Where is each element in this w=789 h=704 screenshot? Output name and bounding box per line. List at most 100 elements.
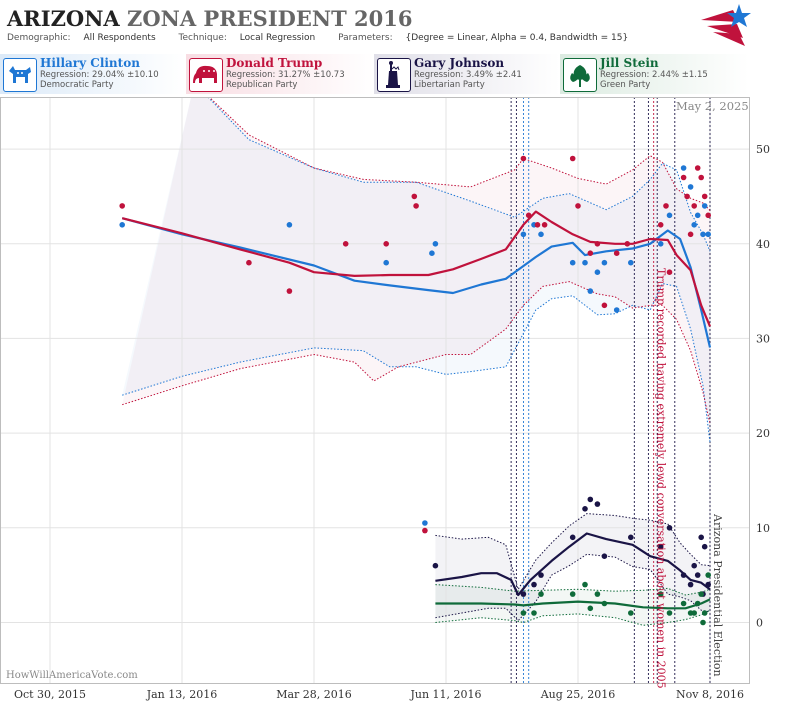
- poll-point: [601, 259, 608, 266]
- candidate-card-stein[interactable]: Jill Stein Regression: 2.44% ±1.15 Green…: [560, 54, 749, 94]
- candidate-party: Libertarian Party: [414, 80, 485, 90]
- x-tick-label: Jun 11, 2016: [409, 688, 481, 701]
- axes: 0 10 20 30 40 50 Oct 30, 2015 Jan 13, 2016 Mar 2…: [0, 97, 770, 701]
- y-tick-label: 10: [756, 522, 770, 535]
- liberty-icon: [377, 58, 411, 92]
- elephant-icon: [189, 58, 223, 92]
- poll-chart: 0 10 20 30 40 50 Oct 30, 2015 Jan 13, 2016 Mar 2…: [0, 97, 770, 701]
- poll-point: [624, 241, 631, 247]
- demographic-value: All Respondents: [83, 33, 156, 43]
- vertical-annotation: Trump recorded having extremely lewd con…: [655, 268, 668, 689]
- poll-point: [705, 212, 711, 219]
- plot-frame: [0, 97, 750, 684]
- poll-points: [119, 155, 711, 626]
- poll-point: [680, 174, 687, 181]
- donkey-icon: [3, 58, 37, 92]
- confidence-band: [122, 97, 710, 424]
- poll-point: [594, 591, 601, 597]
- poll-point: [432, 562, 439, 569]
- poll-point: [701, 193, 708, 200]
- poll-point: [628, 610, 634, 616]
- trend-line: [435, 532, 711, 597]
- band-bounds: [122, 97, 711, 626]
- poll-point: [701, 543, 708, 550]
- y-tick-label: 20: [756, 427, 770, 440]
- poll-point: [698, 591, 704, 597]
- vertical-annotation: Arizona Presidential Election: [711, 513, 724, 677]
- poll-point: [701, 203, 708, 209]
- poll-point: [691, 203, 697, 209]
- poll-point: [411, 193, 418, 200]
- poll-point: [680, 165, 687, 171]
- trend-lines: [121, 210, 712, 610]
- poll-point: [698, 534, 704, 541]
- poll-point: [429, 250, 435, 256]
- annotations: Trump recorded having extremely lewd con…: [655, 268, 724, 689]
- poll-point: [701, 610, 708, 616]
- poll-point: [587, 496, 594, 503]
- poll-point: [432, 241, 439, 247]
- leaf-icon: [563, 58, 597, 92]
- poll-point: [422, 520, 428, 526]
- poll-point: [705, 572, 711, 578]
- poll-point: [538, 591, 544, 597]
- poll-point: [687, 184, 694, 190]
- poll-point: [666, 269, 673, 275]
- poll-point: [663, 203, 669, 209]
- upper-bound-line: [208, 97, 711, 211]
- candidate-card-clinton[interactable]: Hillary Clinton Regression: 29.04% ±10.1…: [0, 54, 186, 94]
- poll-point: [657, 241, 664, 247]
- confidence-band: [435, 584, 710, 626]
- confidence-bands: [122, 97, 710, 626]
- poll-point: [531, 581, 537, 588]
- poll-point: [119, 203, 125, 209]
- y-tick-label: 0: [756, 616, 763, 629]
- poll-point: [691, 222, 697, 228]
- poll-point: [594, 241, 601, 247]
- poll-point: [687, 231, 694, 238]
- y-tick-label: 40: [756, 238, 770, 251]
- candidate-card-trump[interactable]: Donald Trump Regression: 31.27% ±10.73 R…: [186, 54, 374, 94]
- poll-point: [601, 553, 608, 559]
- poll-point: [666, 525, 673, 531]
- poll-point: [569, 591, 576, 597]
- title-rest: ZONA PRESIDENT 2016: [127, 6, 413, 31]
- chart-header: ARIZONA ZONA PRESIDENT 2016 Demographic:…: [0, 0, 789, 94]
- x-tick-label: Nov 8, 2016: [676, 688, 744, 701]
- poll-point: [601, 600, 608, 607]
- poll-point: [422, 527, 428, 534]
- watermark: HowWillAmericaVote.com: [6, 670, 138, 681]
- candidate-party: Democratic Party: [40, 80, 114, 90]
- poll-point: [520, 591, 527, 597]
- y-tick-label: 30: [756, 332, 770, 345]
- trend-line: [121, 210, 712, 327]
- poll-point: [119, 222, 125, 228]
- candidate-card-johnson[interactable]: Gary Johnson Regression: 3.49% ±2.41 Lib…: [374, 54, 560, 94]
- poll-point: [694, 572, 701, 578]
- poll-point: [569, 155, 576, 162]
- poll-point: [628, 259, 634, 266]
- poll-point: [705, 231, 711, 238]
- poll-point: [594, 501, 601, 507]
- poll-point: [694, 600, 701, 607]
- poll-point: [666, 212, 673, 219]
- candidate-party: Green Party: [600, 80, 651, 90]
- candidate-name: Jill Stein: [600, 56, 659, 70]
- lower-bound-line: [122, 282, 711, 443]
- poll-point: [569, 259, 576, 266]
- page-title: ARIZONA ZONA PRESIDENT 2016: [7, 6, 412, 31]
- poll-point: [680, 600, 687, 607]
- poll-point: [613, 250, 620, 256]
- poll-point: [342, 241, 349, 247]
- x-tick-label: Aug 25, 2016: [540, 688, 616, 701]
- flag-star-logo: [701, 4, 751, 46]
- poll-point: [246, 259, 252, 266]
- candidate-name: Hillary Clinton: [40, 56, 140, 70]
- trend-line: [435, 598, 711, 610]
- parameters-line: Demographic: All Respondents Technique: …: [7, 33, 648, 43]
- confidence-band: [435, 513, 710, 621]
- poll-point: [582, 581, 588, 588]
- poll-point: [520, 155, 527, 162]
- lower-bound-line: [122, 281, 711, 424]
- poll-point: [666, 610, 673, 616]
